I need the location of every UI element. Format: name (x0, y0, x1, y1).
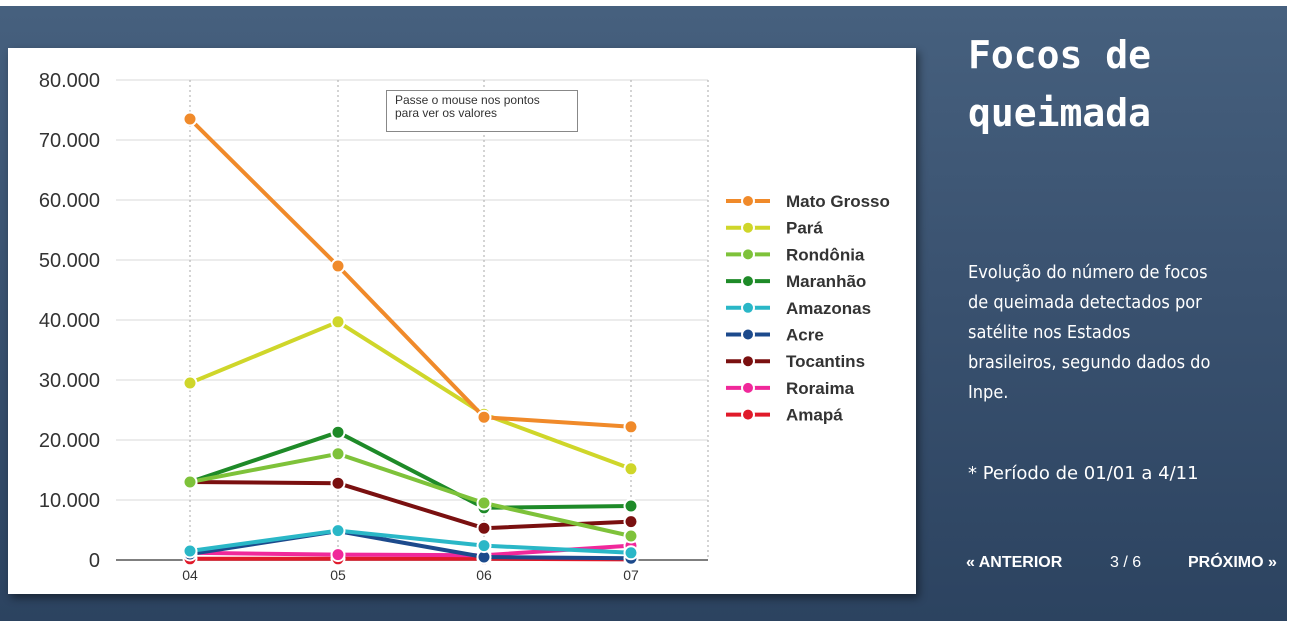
legend-swatch-marker (741, 354, 755, 369)
x-tick-label: 07 (623, 567, 639, 583)
legend-swatch-marker (741, 380, 755, 395)
legend-label: Mato Grosso (786, 192, 890, 211)
data-point[interactable] (476, 520, 492, 536)
y-tick-label: 0 (89, 550, 100, 572)
y-tick-label: 80.000 (39, 70, 100, 92)
data-point[interactable] (623, 419, 639, 435)
legend-swatch-marker (741, 247, 755, 262)
legend-label: Maranhão (786, 272, 866, 291)
description-line-5: Inpe. (968, 382, 1009, 403)
hint-line-1: Passe o mouse nos pontos (395, 93, 540, 107)
next-button[interactable]: PRÓXIMO » (1188, 554, 1277, 571)
data-point[interactable] (330, 446, 346, 462)
data-point[interactable] (476, 409, 492, 425)
title-line-2: queimada (968, 91, 1152, 135)
y-tick-label: 70.000 (39, 130, 100, 152)
series-line (188, 528, 633, 555)
data-point[interactable] (182, 375, 198, 391)
period-note: * Período de 01/01 a 4/11 (968, 463, 1199, 484)
x-tick-label: 05 (330, 567, 346, 583)
legend-item: Maranhão (726, 272, 866, 291)
data-point[interactable] (623, 498, 639, 514)
legend-swatch-marker (741, 327, 755, 342)
data-point[interactable] (330, 475, 346, 491)
data-point[interactable] (330, 424, 346, 440)
legend-item: Roraima (726, 379, 855, 398)
y-tick-label: 20.000 (39, 430, 100, 452)
y-tick-label: 30.000 (39, 370, 100, 392)
hover-hint-box: Passe o mouse nos pontos para ver os val… (386, 90, 578, 132)
legend-label: Tocantins (786, 352, 865, 371)
description-line-2: de queimada detectados por (968, 292, 1202, 313)
x-tick-label: 06 (476, 567, 492, 583)
page-title: Focos de queimada (968, 26, 1268, 142)
legend-item: Acre (726, 326, 824, 345)
legend-label: Amapá (786, 406, 843, 425)
series-line (188, 319, 633, 471)
chart-card: 0 10.000 20.000 30.000 40.000 50.000 60.000 70.… (8, 48, 916, 594)
y-tick-label: 50.000 (39, 250, 100, 272)
series-line (188, 480, 633, 531)
legend-label: Rondônia (786, 245, 865, 264)
legend-label: Acre (786, 326, 824, 345)
data-point[interactable] (330, 547, 346, 563)
data-point[interactable] (330, 314, 346, 330)
legend-item: Pará (726, 219, 823, 238)
legend-item: Rondônia (726, 245, 865, 264)
data-point[interactable] (476, 495, 492, 511)
description-line-1: Evolução do número de focos (968, 262, 1208, 283)
data-point[interactable] (623, 545, 639, 561)
slideshow-panel: 0 10.000 20.000 30.000 40.000 50.000 60.000 70.… (0, 6, 1287, 621)
legend-item: Tocantins (726, 352, 865, 371)
legend-item: Amapá (726, 406, 843, 425)
legend-item: Mato Grosso (726, 192, 890, 211)
legend-swatch-marker (741, 220, 755, 235)
page-indicator: 3 / 6 (1110, 554, 1142, 571)
y-tick-label: 10.000 (39, 490, 100, 512)
data-point[interactable] (182, 543, 198, 559)
legend-label: Pará (786, 219, 823, 238)
data-point[interactable] (330, 258, 346, 274)
x-tick-label: 04 (182, 567, 198, 583)
legend-swatch-marker (741, 407, 755, 422)
legend-swatch-marker (741, 194, 755, 208)
previous-button[interactable]: « ANTERIOR (966, 554, 1063, 571)
legend-swatch-marker (741, 274, 755, 289)
legend-swatch-marker (741, 300, 755, 315)
legend-label: Amazonas (786, 299, 871, 318)
data-point[interactable] (623, 528, 639, 544)
series-line (188, 117, 633, 429)
data-point[interactable] (182, 474, 198, 490)
legend-label: Roraima (786, 379, 855, 398)
pager: « ANTERIOR 3 / 6 PRÓXIMO » (966, 554, 1286, 578)
data-point[interactable] (623, 514, 639, 530)
title-line-1: Focos de (968, 33, 1152, 77)
y-tick-label: 40.000 (39, 310, 100, 332)
description-line-4: brasileiros, segundo dados do (968, 352, 1211, 373)
description-line-3: satélite nos Estados (968, 322, 1131, 343)
data-point[interactable] (182, 111, 198, 127)
series-line (188, 430, 633, 510)
line-chart: 0 10.000 20.000 30.000 40.000 50.000 60.000 70.… (39, 70, 890, 583)
series-line (188, 451, 633, 538)
hint-line-2: para ver os valores (395, 106, 498, 120)
description: Evolução do número de focos de queimada … (968, 258, 1286, 408)
data-point[interactable] (476, 538, 492, 554)
y-tick-label: 60.000 (39, 190, 100, 212)
legend-item: Amazonas (726, 299, 871, 318)
data-point[interactable] (330, 523, 346, 539)
data-point[interactable] (623, 461, 639, 477)
